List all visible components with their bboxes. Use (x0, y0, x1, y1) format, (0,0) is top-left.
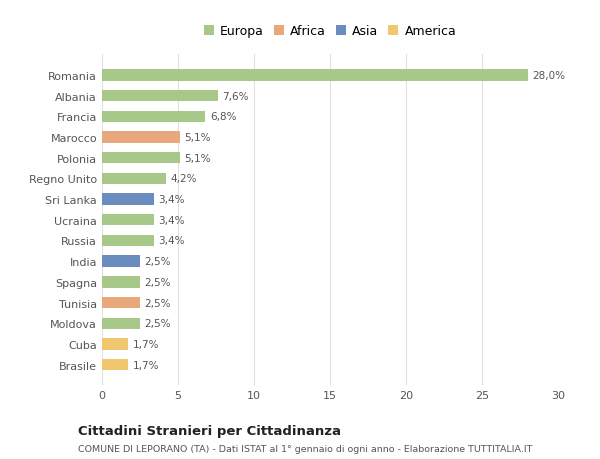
Text: 5,1%: 5,1% (184, 153, 211, 163)
Bar (102, 194, 154, 205)
Text: Cittadini Stranieri per Cittadinanza: Cittadini Stranieri per Cittadinanza (78, 424, 341, 437)
Text: 2,5%: 2,5% (145, 298, 171, 308)
Text: 3,4%: 3,4% (158, 195, 185, 205)
Legend: Europa, Africa, Asia, America: Europa, Africa, Asia, America (200, 22, 460, 42)
Bar (102, 112, 205, 123)
Bar (102, 235, 154, 246)
Text: 1,7%: 1,7% (133, 339, 159, 349)
Bar (102, 91, 218, 102)
Bar (102, 318, 140, 329)
Text: 1,7%: 1,7% (133, 360, 159, 370)
Text: 28,0%: 28,0% (532, 71, 565, 81)
Bar (102, 215, 154, 226)
Bar (102, 339, 128, 350)
Text: 4,2%: 4,2% (170, 174, 197, 184)
Bar (102, 297, 140, 308)
Bar (102, 359, 128, 370)
Text: 2,5%: 2,5% (145, 257, 171, 267)
Bar (102, 256, 140, 267)
Bar (102, 70, 527, 81)
Text: 7,6%: 7,6% (222, 91, 248, 101)
Text: 5,1%: 5,1% (184, 133, 211, 143)
Text: COMUNE DI LEPORANO (TA) - Dati ISTAT al 1° gennaio di ogni anno - Elaborazione T: COMUNE DI LEPORANO (TA) - Dati ISTAT al … (78, 444, 532, 453)
Text: 3,4%: 3,4% (158, 215, 185, 225)
Bar (102, 132, 179, 143)
Text: 2,5%: 2,5% (145, 319, 171, 329)
Text: 6,8%: 6,8% (210, 112, 236, 122)
Text: 2,5%: 2,5% (145, 277, 171, 287)
Bar (102, 174, 166, 185)
Bar (102, 153, 179, 164)
Text: 3,4%: 3,4% (158, 236, 185, 246)
Bar (102, 277, 140, 288)
